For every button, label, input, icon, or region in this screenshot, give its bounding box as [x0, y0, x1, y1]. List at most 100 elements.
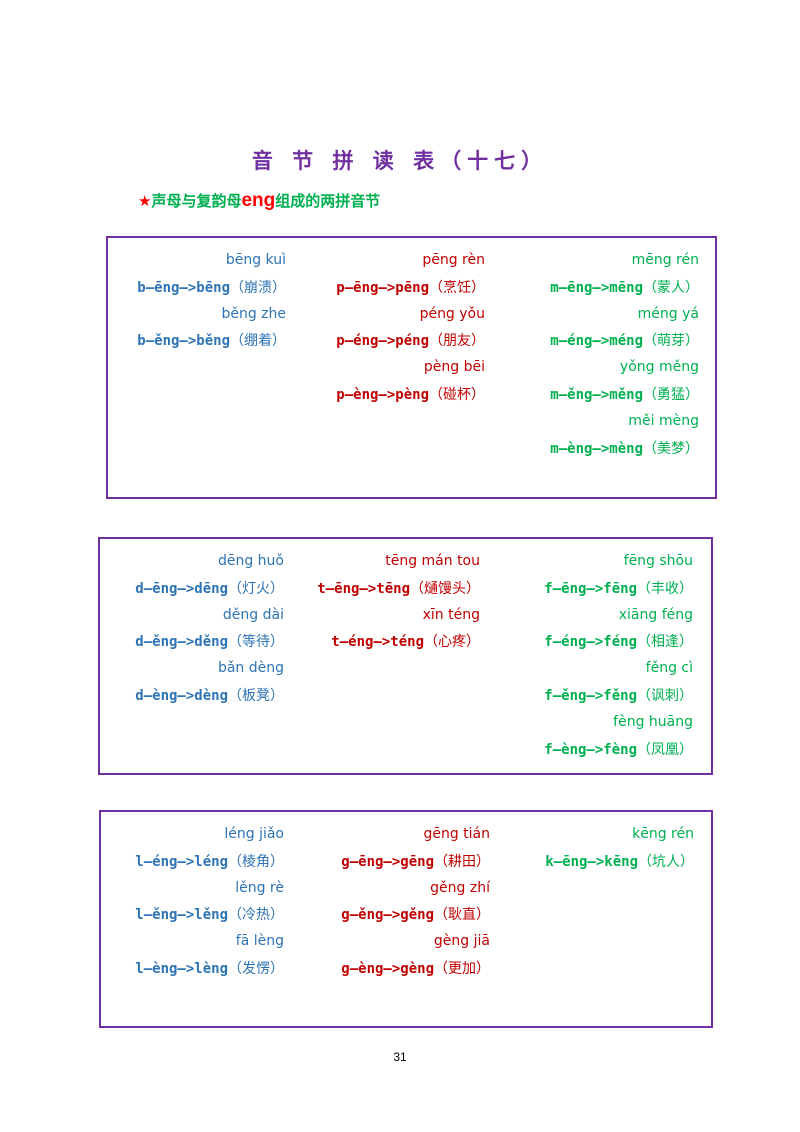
spelling-row: m—ěng—>měng（勇猛） — [550, 384, 699, 404]
spelling-formula: m—ēng—>mēng — [550, 279, 643, 296]
pinyin-label: fēng shōu — [623, 553, 693, 569]
spelling-row: f—éng—>féng（相逢） — [544, 631, 693, 651]
pinyin-label: kēng rén — [632, 826, 694, 842]
syllable-box-1: bēng kuì b—ēng—>bēng（崩溃） běng zhe b—ěng—>bě… — [106, 236, 717, 499]
example-word: （棱角） — [228, 853, 284, 870]
example-word: （蒙人） — [643, 279, 699, 296]
spelling-row: l—èng—>lèng（发愣） — [135, 958, 284, 978]
spelling-formula: p—ēng—>pēng — [336, 279, 429, 296]
spelling-row: l—éng—>léng（棱角） — [135, 851, 284, 871]
subtitle-text-before: 声母与复韵母 — [151, 192, 242, 210]
spelling-formula: m—èng—>mèng — [550, 440, 643, 457]
spelling-formula: t—éng—>téng — [331, 634, 424, 651]
pinyin-label: fèng huāng — [613, 713, 693, 730]
spelling-formula: l—éng—>léng — [135, 853, 228, 870]
pinyin-label: xīn téng — [422, 606, 480, 623]
spelling-formula: f—ěng—>fěng — [544, 688, 637, 704]
spelling-formula: b—ěng—>běng — [137, 333, 230, 350]
pinyin-label: mēng rén — [631, 252, 699, 268]
example-word: （美梦） — [643, 440, 699, 457]
spelling-row: p—èng—>pèng（碰杯） — [336, 384, 485, 404]
example-word: （等待） — [228, 634, 284, 651]
example-word: （熥馒头） — [410, 580, 480, 597]
spelling-row: f—ěng—>fěng（讽刺） — [544, 685, 693, 705]
spelling-formula: l—èng—>lèng — [135, 961, 228, 977]
spelling-row: f—ēng—>fēng（丰收） — [544, 578, 693, 598]
syllable-box-3: léng jiǎo l—éng—>léng（棱角） lěng rè l—ěng—>lě… — [99, 810, 713, 1028]
pinyin-label: lěng rè — [235, 879, 284, 896]
spelling-formula: f—ēng—>fēng — [544, 580, 637, 597]
star-icon: ★ — [138, 192, 152, 210]
spelling-row: f—èng—>fèng（凤凰） — [544, 739, 693, 759]
spelling-formula: p—éng—>péng — [336, 333, 429, 350]
spelling-row: d—èng—>dèng（板凳） — [135, 685, 284, 705]
example-word: （崩溃） — [230, 279, 286, 296]
spelling-row: m—ēng—>mēng（蒙人） — [550, 277, 699, 297]
spelling-formula: d—èng—>dèng — [135, 688, 228, 704]
example-word: （耕田） — [434, 853, 490, 870]
spelling-row: g—ēng—>gēng（耕田） — [341, 851, 490, 871]
example-word: （萌芽） — [643, 333, 699, 350]
example-word: （冷热） — [228, 907, 284, 924]
spelling-row: k—ēng—>kēng（坑人） — [545, 851, 694, 871]
spelling-formula: g—ēng—>gēng — [341, 853, 434, 870]
pinyin-label: pēng rèn — [422, 252, 485, 268]
spelling-formula: d—ěng—>děng — [135, 634, 228, 651]
page-number: 31 — [393, 1050, 407, 1064]
spelling-row: p—ēng—>pēng（烹饪） — [336, 277, 485, 297]
pinyin-label: méng yá — [637, 305, 699, 322]
spelling-formula: g—èng—>gèng — [341, 961, 434, 977]
spelling-row: g—ěng—>gěng（耿直） — [341, 904, 490, 924]
spelling-formula: k—ēng—>kēng — [545, 853, 638, 870]
pinyin-label: měi mèng — [628, 412, 699, 429]
example-word: （灯火） — [228, 580, 284, 597]
spelling-row: t—éng—>téng（心疼） — [331, 631, 480, 651]
example-word: （心疼） — [424, 634, 480, 651]
spelling-row: l—ěng—>lěng（冷热） — [135, 904, 284, 924]
page-title: 音 节 拼 读 表（十七） — [251, 148, 549, 173]
spelling-row: b—ěng—>běng（绷着） — [137, 330, 286, 350]
example-word: （发愣） — [228, 961, 284, 977]
example-word: （碰杯） — [429, 387, 485, 403]
spelling-formula: t—ēng—>tēng — [317, 580, 410, 597]
pinyin-label: péng yǒu — [419, 305, 485, 322]
example-word: （更加） — [434, 961, 490, 977]
example-word: （坑人） — [638, 853, 694, 870]
pinyin-label: léng jiǎo — [224, 826, 284, 842]
pinyin-label: pèng bēi — [423, 359, 485, 376]
example-word: （绷着） — [230, 333, 286, 350]
example-word: （烹饪） — [429, 279, 485, 296]
example-word: （耿直） — [434, 907, 490, 924]
example-word: （相逢） — [637, 634, 693, 651]
pinyin-label: gěng zhí — [430, 879, 490, 896]
pinyin-label: běng zhe — [221, 305, 286, 322]
pinyin-label: gēng tián — [423, 826, 490, 842]
pinyin-label: fā lèng — [235, 933, 284, 950]
pinyin-label: fěng cì — [645, 660, 693, 677]
spelling-formula: g—ěng—>gěng — [341, 907, 434, 924]
pinyin-label: yǒng měng — [619, 359, 699, 376]
spelling-row: d—ěng—>děng（等待） — [135, 631, 284, 651]
example-word: （勇猛） — [643, 387, 699, 403]
pinyin-label: dēng huǒ — [217, 553, 284, 569]
spelling-row: m—éng—>méng（萌芽） — [550, 330, 699, 350]
pinyin-label: gèng jiā — [433, 933, 490, 950]
spelling-formula: b—ēng—>bēng — [137, 279, 230, 296]
spelling-row: b—ēng—>bēng（崩溃） — [137, 277, 286, 297]
pinyin-label: xiāng féng — [618, 606, 693, 623]
spelling-formula: l—ěng—>lěng — [135, 907, 228, 924]
spelling-row: p—éng—>péng（朋友） — [336, 330, 485, 350]
subtitle-text-after: 组成的两拼音节 — [275, 192, 381, 210]
example-word: （朋友） — [429, 333, 485, 350]
section-subtitle: ★声母与复韵母eng组成的两拼音节 — [138, 190, 380, 212]
pinyin-label: bǎn dèng — [217, 660, 284, 677]
spelling-formula: f—éng—>féng — [544, 634, 637, 651]
spelling-formula: m—éng—>méng — [550, 333, 643, 350]
pinyin-label: bēng kuì — [225, 252, 286, 268]
spelling-formula: d—ēng—>dēng — [135, 580, 228, 597]
pinyin-label: tēng mán tou — [385, 553, 480, 569]
spelling-row: g—èng—>gèng（更加） — [341, 958, 490, 978]
syllable-box-2: dēng huǒ d—ēng—>dēng（灯火） děng dài d—ěng—>dě… — [98, 537, 713, 775]
subtitle-highlight: eng — [241, 190, 276, 211]
example-word: （讽刺） — [637, 688, 693, 704]
